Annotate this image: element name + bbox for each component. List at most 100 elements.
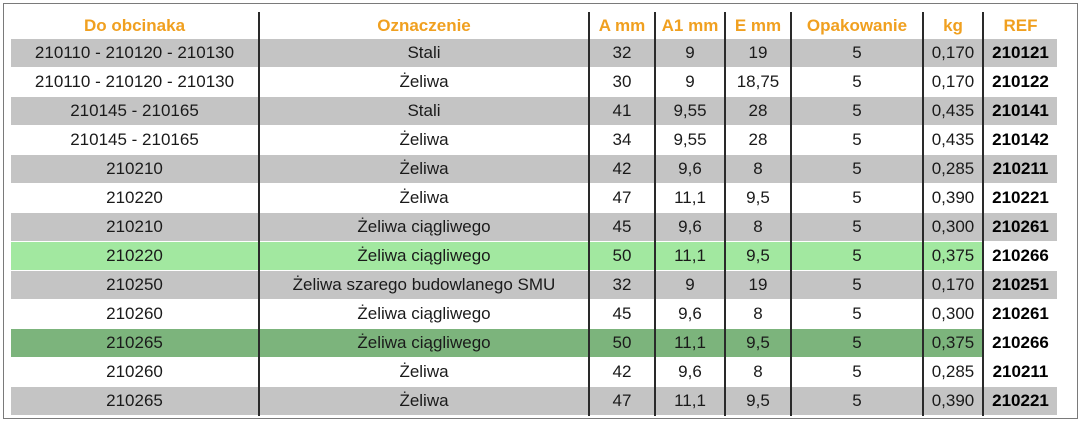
cell-opakowanie: 5	[791, 241, 924, 271]
cell-opakowanie: 5	[791, 386, 924, 416]
cell-ref: 210251	[983, 270, 1057, 300]
cell-a1-mm: 9,6	[655, 357, 726, 387]
header-oznaczenie: Oznaczenie	[259, 12, 590, 39]
cell-a1-mm: 9	[655, 67, 726, 97]
cell-a-mm: 42	[589, 357, 656, 387]
cell-a-mm: 34	[589, 125, 656, 155]
cell-e-mm: 8	[725, 154, 792, 184]
cell-kg: 0,435	[923, 125, 984, 155]
header-row: Do obcinaka Oznaczenie A mm A1 mm E mm Opakow…	[11, 12, 1057, 39]
cell-a-mm: 45	[589, 212, 656, 242]
cell-a-mm: 47	[589, 183, 656, 213]
table-row: 210110 - 210120 - 210130 Stali 32 9 19 5 0,170…	[11, 39, 1057, 68]
cell-opakowanie: 5	[791, 39, 924, 68]
cell-a1-mm: 9,55	[655, 96, 726, 126]
header-kg: kg	[923, 12, 984, 39]
cell-oznaczenie: Żeliwa	[259, 386, 590, 416]
cell-ref: 210121	[983, 39, 1057, 68]
cell-ref: 210261	[983, 299, 1057, 329]
cell-ref: 210141	[983, 96, 1057, 126]
cell-a-mm: 50	[589, 241, 656, 271]
cell-opakowanie: 5	[791, 125, 924, 155]
table-row: 210110 - 210120 - 210130 Żeliwa 30 9 18,75 5 0…	[11, 67, 1057, 97]
table-row: 210145 - 210165 Stali 41 9,55 28 5 0,435 210141	[11, 96, 1057, 126]
cell-a-mm: 32	[589, 39, 656, 68]
header-e-mm: E mm	[725, 12, 792, 39]
cell-do-obcinaka: 210145 - 210165	[11, 96, 260, 126]
cell-oznaczenie: Żeliwa ciągliwego	[259, 212, 590, 242]
cell-a-mm: 45	[589, 299, 656, 329]
cell-a-mm: 41	[589, 96, 656, 126]
cell-kg: 0,285	[923, 154, 984, 184]
cell-a-mm: 50	[589, 328, 656, 358]
cell-do-obcinaka: 210210	[11, 154, 260, 184]
cell-opakowanie: 5	[791, 270, 924, 300]
cell-a1-mm: 9,6	[655, 299, 726, 329]
table-row: 210260 Żeliwa 42 9,6 8 5 0,285 210211	[11, 357, 1057, 387]
cell-do-obcinaka: 210210	[11, 212, 260, 242]
cell-e-mm: 28	[725, 96, 792, 126]
cell-ref: 210261	[983, 212, 1057, 242]
table-row: 210260 Żeliwa ciągliwego 45 9,6 8 5 0,300 21026…	[11, 299, 1057, 329]
cell-oznaczenie: Żeliwa	[259, 67, 590, 97]
cell-e-mm: 28	[725, 125, 792, 155]
cell-kg: 0,375	[923, 241, 984, 271]
table-row: 210220 Żeliwa 47 11,1 9,5 5 0,390 210221	[11, 183, 1057, 213]
cell-a1-mm: 11,1	[655, 241, 726, 271]
cell-kg: 0,300	[923, 299, 984, 329]
cell-kg: 0,390	[923, 386, 984, 416]
cell-ref: 210221	[983, 386, 1057, 416]
cell-opakowanie: 5	[791, 183, 924, 213]
cell-ref: 210142	[983, 125, 1057, 155]
cell-do-obcinaka: 210260	[11, 357, 260, 387]
cell-opakowanie: 5	[791, 328, 924, 358]
table-body: 210110 - 210120 - 210130 Stali 32 9 19 5 0,170…	[11, 39, 1057, 416]
cell-oznaczenie: Żeliwa	[259, 357, 590, 387]
cell-a-mm: 30	[589, 67, 656, 97]
table-row: 210265 Żeliwa 47 11,1 9,5 5 0,390 210221	[11, 386, 1057, 416]
cell-e-mm: 9,5	[725, 241, 792, 271]
cell-a1-mm: 9,55	[655, 125, 726, 155]
cell-e-mm: 19	[725, 39, 792, 68]
cell-opakowanie: 5	[791, 67, 924, 97]
header-ref: REF	[983, 12, 1057, 39]
table-row: 210220 Żeliwa ciągliwego 50 11,1 9,5 5 0,375 21…	[11, 241, 1057, 271]
cell-ref: 210221	[983, 183, 1057, 213]
cell-e-mm: 9,5	[725, 328, 792, 358]
cell-kg: 0,435	[923, 96, 984, 126]
header-do-obcinaka: Do obcinaka	[11, 12, 260, 39]
cell-do-obcinaka: 210145 - 210165	[11, 125, 260, 155]
cell-opakowanie: 5	[791, 154, 924, 184]
cell-kg: 0,170	[923, 39, 984, 68]
cell-e-mm: 19	[725, 270, 792, 300]
cell-do-obcinaka: 210110 - 210120 - 210130	[11, 39, 260, 68]
cell-a1-mm: 9,6	[655, 212, 726, 242]
cell-oznaczenie: Żeliwa ciągliwego	[259, 299, 590, 329]
cell-a-mm: 32	[589, 270, 656, 300]
cell-do-obcinaka: 210250	[11, 270, 260, 300]
cell-do-obcinaka: 210220	[11, 241, 260, 271]
cell-a1-mm: 9	[655, 270, 726, 300]
cell-do-obcinaka: 210265	[11, 328, 260, 358]
cell-e-mm: 8	[725, 357, 792, 387]
header-a-mm: A mm	[589, 12, 656, 39]
table-row: 210145 - 210165 Żeliwa 34 9,55 28 5 0,435 21014…	[11, 125, 1057, 155]
cell-oznaczenie: Żeliwa	[259, 154, 590, 184]
cell-do-obcinaka: 210110 - 210120 - 210130	[11, 67, 260, 97]
header-opakowanie: Opakowanie	[791, 12, 924, 39]
cell-oznaczenie: Stali	[259, 39, 590, 68]
table-row: 210210 Żeliwa 42 9,6 8 5 0,285 210211	[11, 154, 1057, 184]
cell-a1-mm: 11,1	[655, 328, 726, 358]
table-row: 210265 Żeliwa ciągliwego 50 11,1 9,5 5 0,375 21…	[11, 328, 1057, 358]
cell-oznaczenie: Stali	[259, 96, 590, 126]
cell-kg: 0,285	[923, 357, 984, 387]
product-table: Do obcinaka Oznaczenie A mm A1 mm E mm Opakow…	[11, 12, 1057, 416]
cell-do-obcinaka: 210260	[11, 299, 260, 329]
header-a1-mm: A1 mm	[655, 12, 726, 39]
cell-ref: 210266	[983, 241, 1057, 271]
cell-ref: 210266	[983, 328, 1057, 358]
cell-a1-mm: 9	[655, 39, 726, 68]
cell-opakowanie: 5	[791, 299, 924, 329]
table-row: 210250 Żeliwa szarego budowlanego SMU 32 9 1…	[11, 270, 1057, 300]
cell-do-obcinaka: 210220	[11, 183, 260, 213]
